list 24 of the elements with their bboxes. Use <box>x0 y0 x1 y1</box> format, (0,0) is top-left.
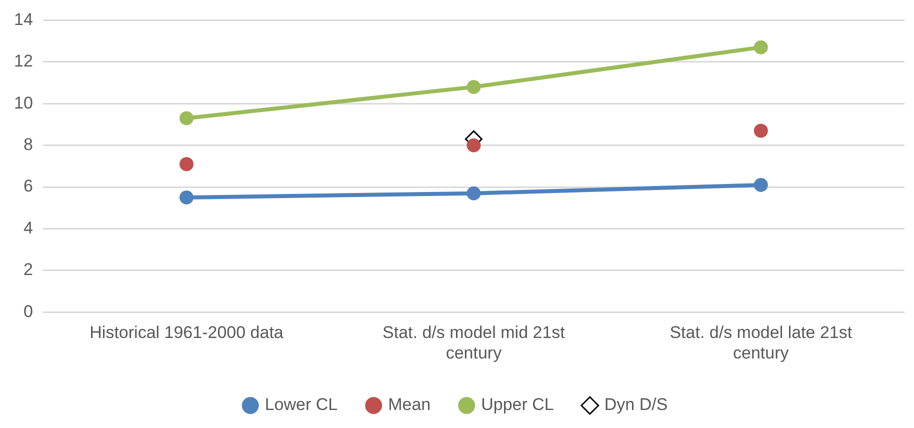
point <box>466 186 481 200</box>
y-tick-label: 2 <box>23 260 33 280</box>
point <box>180 190 194 204</box>
point <box>466 80 481 94</box>
x-tick-label: Historical 1961-2000 data <box>90 323 284 342</box>
legend-label: Upper CL <box>481 395 554 414</box>
x-tick-label: Stat. d/s model mid 21st century <box>382 323 566 362</box>
y-tick-label: 10 <box>14 93 33 112</box>
y-tick-label: 6 <box>23 176 33 196</box>
y-tick-label: 8 <box>23 135 33 154</box>
point <box>466 138 481 152</box>
y-tick-label: 0 <box>23 302 33 321</box>
y-tick-label: 14 <box>14 10 33 29</box>
legend-label: Lower CL <box>264 395 338 414</box>
point <box>180 157 194 172</box>
legend-label: Mean <box>388 395 431 414</box>
point <box>754 40 768 54</box>
point <box>754 124 768 138</box>
x-tick-label: Stat. d/s model late 21st century <box>670 323 852 362</box>
y-tick-label: 12 <box>14 52 33 71</box>
y-tick-label: 4 <box>23 218 33 238</box>
legend-label: Dyn D/S <box>604 395 668 414</box>
point <box>754 178 768 192</box>
point <box>180 111 194 126</box>
